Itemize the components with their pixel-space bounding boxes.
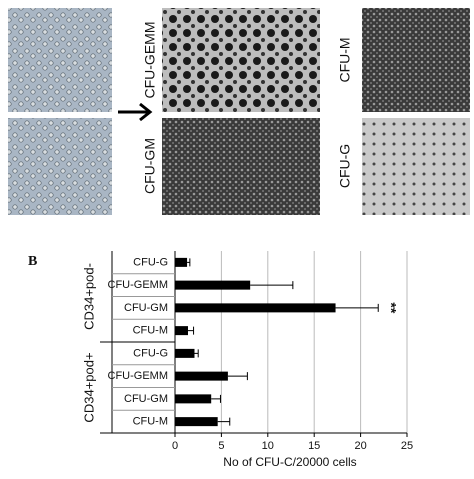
error-bar	[211, 394, 221, 403]
micrograph	[8, 8, 112, 112]
bar	[175, 257, 188, 267]
y-tick-label: CFU-GEMM	[108, 279, 169, 291]
annotation: **	[384, 302, 400, 313]
panel-label: CFU-M	[337, 37, 353, 82]
micrograph	[362, 118, 470, 215]
bar	[175, 326, 188, 336]
x-tick-label: 15	[308, 440, 320, 452]
y-tick-label: CFU-GEMM	[108, 370, 169, 382]
section-label: B	[28, 254, 37, 269]
x-tick-label: 25	[401, 440, 413, 452]
bar	[175, 417, 218, 427]
y-tick-label: CFU-G	[133, 256, 168, 268]
x-axis-label: No of CFU-C/20000 cells	[223, 455, 356, 469]
group-label: CD34+pod-	[81, 263, 96, 330]
arrow	[118, 102, 153, 122]
micrograph	[362, 8, 470, 112]
y-tick-label: CFU-G	[133, 347, 168, 359]
bar	[175, 280, 251, 290]
bar	[175, 371, 228, 381]
panel-label: CFU-GM	[142, 138, 158, 194]
bar	[175, 303, 336, 313]
error-bar	[217, 417, 231, 426]
x-tick-label: 0	[172, 440, 178, 452]
panel-label: CFU-G	[337, 144, 353, 188]
error-bar	[187, 326, 195, 335]
micrograph	[162, 8, 320, 112]
y-tick-label: CFU-GM	[124, 393, 168, 405]
error-bar	[227, 372, 248, 381]
x-tick-label: 10	[262, 440, 274, 452]
group-label: CD34+pod+	[81, 352, 96, 422]
panel-label: CFU-GEMM	[142, 22, 158, 99]
y-tick-label: CFU-M	[133, 325, 168, 337]
y-tick-label: CFU-GM	[124, 302, 168, 314]
micrograph	[8, 118, 112, 215]
x-tick-label: 20	[354, 440, 366, 452]
y-tick-label: CFU-M	[133, 416, 168, 428]
x-tick-label: 5	[218, 440, 224, 452]
error-bar	[250, 281, 294, 290]
error-bar	[194, 349, 199, 358]
micrograph	[162, 118, 320, 215]
error-bar	[335, 303, 379, 312]
bar	[175, 394, 212, 404]
error-bar	[187, 258, 191, 267]
bar	[175, 348, 195, 358]
